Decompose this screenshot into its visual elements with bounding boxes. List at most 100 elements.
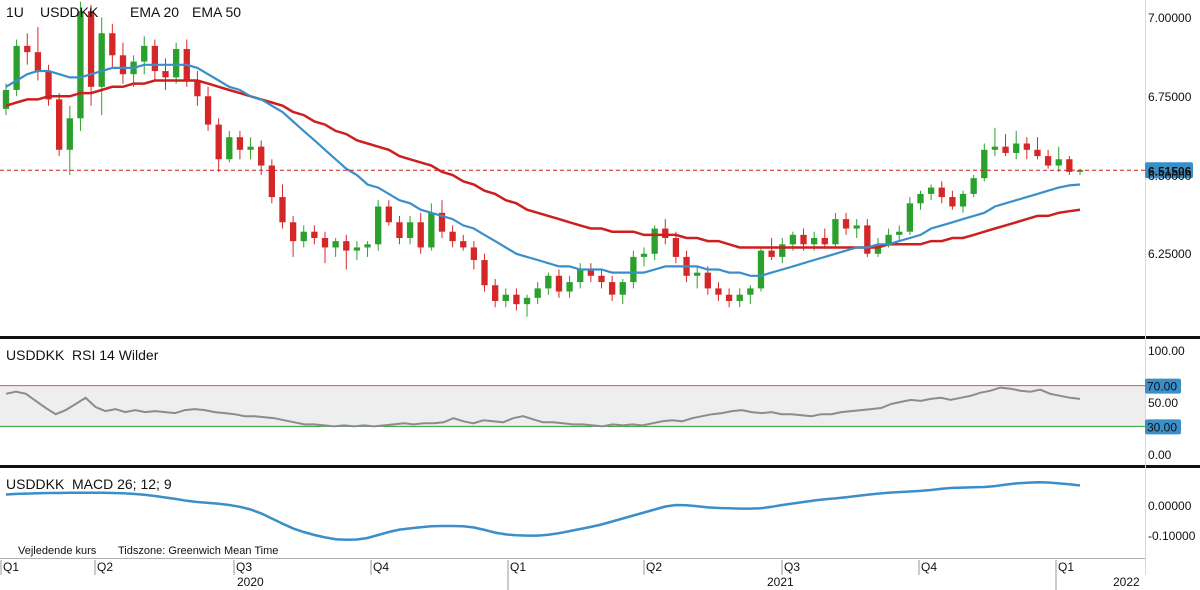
macd-panel[interactable]: USDDKK MACD 26; 12; 9 0.00000 -0.10000 V… [5,476,1196,557]
candle-down[interactable] [194,80,201,97]
candle-up[interactable] [810,238,818,245]
candle-up[interactable] [300,231,307,242]
candle-down[interactable] [460,241,467,248]
candle-up[interactable] [651,228,658,254]
candle-up[interactable] [917,193,924,204]
candle-down[interactable] [258,146,265,166]
candle-down[interactable] [279,197,286,223]
candle-down[interactable] [45,71,52,100]
candle-down[interactable] [24,45,31,53]
candle-up[interactable] [970,178,977,194]
candle-down[interactable] [1044,156,1052,166]
candle-up[interactable] [853,225,860,229]
symbol-label[interactable]: USDDKK [40,4,99,20]
candle-up[interactable] [927,187,935,194]
candle-down[interactable] [289,222,297,242]
candle-up[interactable] [566,282,573,292]
candle-down[interactable] [800,234,807,245]
candle-up[interactable] [779,244,786,257]
candle-down[interactable] [385,206,392,223]
candle-down[interactable] [119,55,127,75]
candle-up[interactable] [77,11,84,119]
candle-up[interactable] [534,288,541,298]
candle-up[interactable] [428,212,435,248]
candle-up[interactable] [406,222,414,238]
candle-up[interactable] [141,45,148,62]
candle-up[interactable] [640,253,648,257]
candle-up[interactable] [523,297,531,305]
candle-down[interactable] [87,11,95,87]
candle-down[interactable] [417,222,424,248]
candle-up[interactable] [332,241,339,248]
candle-down[interactable] [1023,143,1030,150]
candle-up[interactable] [896,231,903,235]
candle-up[interactable] [2,89,10,109]
candle-down[interactable] [481,260,488,286]
candle-down[interactable] [343,241,350,251]
candle-up[interactable] [66,118,73,150]
candle-down[interactable] [438,212,446,232]
candle-down[interactable] [949,197,956,207]
candle-down[interactable] [204,96,212,125]
candle-down[interactable] [109,33,116,56]
candle-up[interactable] [1076,170,1084,172]
candle-down[interactable] [321,238,329,248]
candle-down[interactable] [555,275,563,292]
candle-up[interactable] [630,256,637,283]
candle-up[interactable] [172,49,180,78]
candle-down[interactable] [725,294,733,301]
candle-down[interactable] [715,288,722,295]
candle-down[interactable] [215,124,222,160]
candle-down[interactable] [34,52,42,72]
candle-up[interactable] [757,250,765,289]
candle-down[interactable] [587,269,595,276]
candle-up[interactable] [959,193,967,207]
candle-down[interactable] [1002,146,1009,153]
candle-up[interactable] [906,203,914,232]
candle-up[interactable] [502,294,509,301]
candle-down[interactable] [513,294,520,305]
candle-up[interactable] [545,275,552,289]
candle-down[interactable] [396,222,403,238]
candle-up[interactable] [98,33,105,87]
candle-up[interactable] [981,149,988,179]
price-panel[interactable]: 6.51506 [0,1,1193,317]
candle-up[interactable] [375,206,382,245]
candle-down[interactable] [151,45,159,72]
candle-up[interactable] [353,247,361,251]
candle-up[interactable] [1013,143,1020,153]
candle-up[interactable] [747,288,754,295]
candle-up[interactable] [247,146,254,150]
candle-up[interactable] [577,269,584,283]
candle-up[interactable] [885,234,892,245]
candle-down[interactable] [491,285,499,301]
interval-label[interactable]: 1U [6,4,24,20]
candle-down[interactable] [598,275,605,283]
candle-down[interactable] [704,272,711,289]
candle-down[interactable] [864,225,871,254]
candle-up[interactable] [619,282,626,295]
candle-down[interactable] [470,247,478,261]
ema50-legend[interactable]: EMA 50 [192,4,241,20]
candle-down[interactable] [608,282,616,295]
candle-down[interactable] [268,165,276,198]
ema20-legend[interactable]: EMA 20 [130,4,179,20]
candle-down[interactable] [662,228,669,238]
candle-up[interactable] [1055,159,1062,166]
candle-up[interactable] [789,234,797,245]
candle-down[interactable] [842,219,850,229]
candle-down[interactable] [236,137,244,150]
candle-down[interactable] [1066,159,1073,172]
candle-down[interactable] [449,231,456,242]
candle-down[interactable] [672,238,680,257]
candle-up[interactable] [832,219,839,245]
candle-up[interactable] [364,244,371,248]
rsi-panel[interactable]: USDDKK RSI 14 Wilder 100.00 50.00 0.00 7… [0,344,1185,462]
candle-up[interactable] [874,244,882,254]
candle-up[interactable] [694,272,701,276]
candle-up[interactable] [736,294,743,301]
candle-down[interactable] [311,231,318,238]
candle-down[interactable] [938,187,945,198]
candle-down[interactable] [768,250,775,257]
candle-down[interactable] [162,71,169,78]
